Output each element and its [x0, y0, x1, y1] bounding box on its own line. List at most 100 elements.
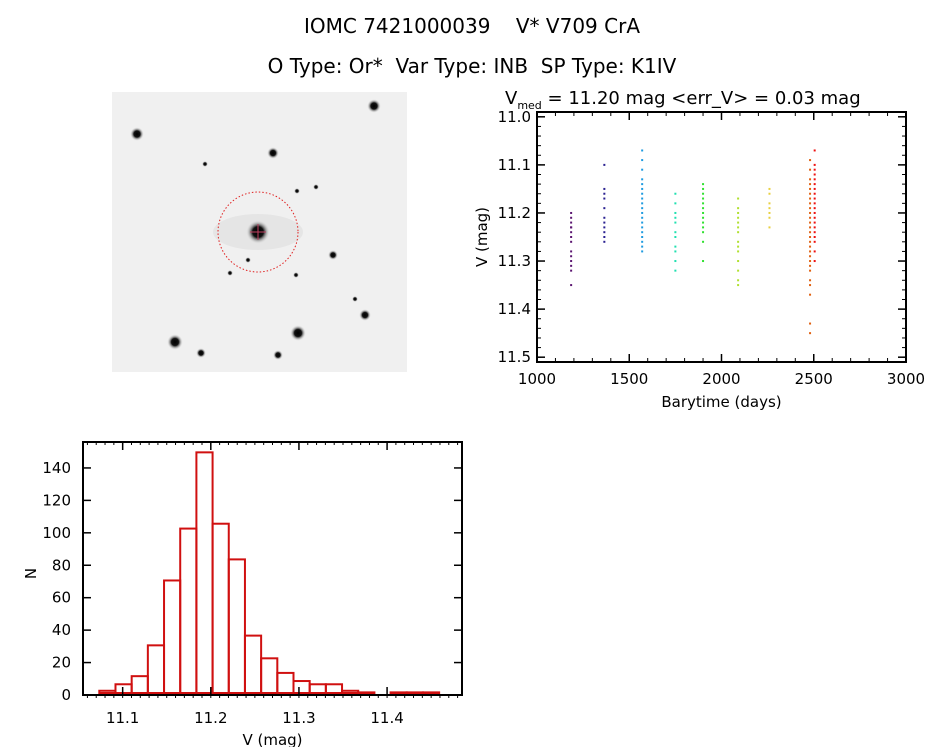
histogram-bar [260, 657, 279, 694]
data-point [641, 187, 644, 190]
y-tick-label: 11.0 [498, 108, 531, 126]
data-point [674, 231, 677, 234]
data-point [570, 264, 573, 267]
data-point [702, 183, 705, 186]
data-point [737, 231, 740, 234]
histogram-bar [324, 683, 344, 694]
data-point [809, 216, 812, 219]
data-point [813, 250, 816, 253]
data-point [809, 322, 812, 325]
data-point [641, 221, 644, 224]
data-point [641, 159, 644, 162]
y-tick-label: 20 [52, 654, 71, 672]
star [352, 296, 358, 302]
data-point [570, 260, 573, 263]
histogram-bar [421, 691, 441, 695]
title-sub: med [517, 99, 541, 112]
y-tick-label: 11.5 [498, 348, 531, 366]
data-point [737, 197, 740, 200]
star [313, 184, 319, 190]
y-tick-label: 100 [42, 524, 71, 542]
y-axis-label: V (mag) [473, 207, 491, 267]
data-point [813, 163, 816, 166]
data-point [737, 240, 740, 243]
data-point [641, 245, 644, 248]
data-point [570, 284, 573, 287]
y-tick-label: 40 [52, 621, 71, 639]
data-point [809, 255, 812, 258]
data-point [570, 250, 573, 253]
data-point [809, 187, 812, 190]
star [359, 309, 371, 321]
histogram-bar [389, 691, 408, 695]
histogram-bar [292, 680, 311, 694]
data-point [641, 226, 644, 229]
data-point [702, 221, 705, 224]
data-point [768, 202, 771, 205]
data-point [809, 202, 812, 205]
data-point [809, 284, 812, 287]
data-point [702, 197, 705, 200]
data-point [809, 207, 812, 210]
star [130, 127, 144, 141]
data-point [702, 240, 705, 243]
histogram-bar [114, 683, 133, 694]
star [196, 348, 206, 358]
data-point [809, 264, 812, 267]
star [367, 99, 381, 113]
y-tick-label: 140 [42, 459, 71, 477]
star [273, 350, 283, 360]
data-point [737, 269, 740, 272]
data-point [809, 269, 812, 272]
data-point [809, 211, 812, 214]
data-point [674, 260, 677, 263]
data-point [737, 279, 740, 282]
y-tick-label: 11.1 [498, 156, 531, 174]
x-axis-label: V (mag) [242, 731, 302, 747]
data-point [809, 178, 812, 181]
histogram-bar [146, 644, 166, 694]
histogram-bar [308, 683, 327, 694]
data-point [813, 178, 816, 181]
data-point [737, 207, 740, 210]
data-point [603, 221, 606, 224]
data-point [641, 231, 644, 234]
histogram-bar [227, 558, 246, 695]
data-point [813, 197, 816, 200]
data-point [768, 226, 771, 229]
data-point [603, 240, 606, 243]
star [293, 272, 299, 278]
data-point [570, 240, 573, 243]
data-point [768, 207, 771, 210]
title-line1: IOMC 7421000039 V* V709 CrA [303, 14, 640, 38]
data-point [570, 226, 573, 229]
data-point [674, 221, 677, 224]
data-point [603, 216, 606, 219]
data-point [570, 236, 573, 238]
y-tick-label: 11.4 [498, 300, 531, 318]
data-point [603, 231, 606, 234]
data-point [702, 260, 705, 263]
x-tick-label: 11.3 [282, 709, 315, 727]
data-point [737, 216, 740, 219]
histogram-bar [405, 691, 424, 695]
data-point [674, 202, 677, 205]
histogram-bar [276, 671, 295, 695]
data-point [674, 245, 677, 248]
data-point [702, 202, 705, 205]
data-point [603, 226, 606, 229]
data-point [737, 221, 740, 224]
data-point [768, 187, 771, 190]
x-tick-label: 1500 [610, 370, 648, 388]
data-point [570, 269, 573, 272]
data-point [809, 236, 812, 238]
histogram-bar [179, 527, 198, 694]
data-point [641, 202, 644, 205]
data-point [809, 168, 812, 171]
x-tick-label: 11.2 [194, 709, 227, 727]
histogram-bar [211, 522, 230, 695]
data-point [813, 236, 816, 238]
